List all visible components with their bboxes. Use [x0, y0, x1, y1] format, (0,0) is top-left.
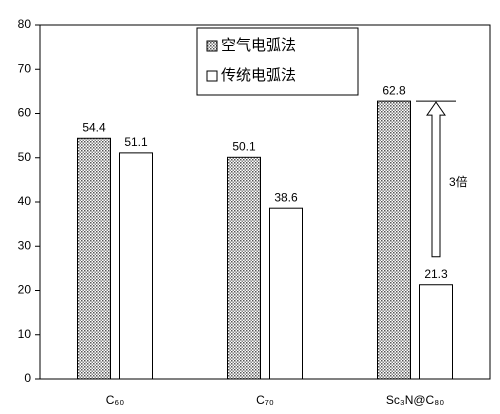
y-tick-label: 80: [18, 17, 32, 31]
bar: [419, 284, 453, 380]
x-tick-label: C₆₀: [106, 393, 125, 407]
value-label: 54.4: [82, 120, 106, 134]
legend-swatch: [206, 40, 218, 52]
bar: [269, 207, 303, 380]
y-tick-label: 10: [18, 327, 32, 341]
x-tick-label: C₇₀: [256, 393, 274, 407]
value-label: 62.8: [382, 83, 406, 97]
y-tick-label: 60: [18, 106, 32, 120]
y-tick-label: 50: [18, 150, 32, 164]
y-tick-label: 30: [18, 238, 32, 252]
bar: [119, 152, 153, 380]
value-label: 38.6: [274, 190, 298, 204]
value-label: 50.1: [232, 139, 256, 153]
legend-label: 传统电弧法: [221, 67, 296, 84]
y-tick-label: 70: [18, 61, 32, 75]
legend-label: 空气电弧法: [221, 37, 296, 54]
legend-swatch: [206, 70, 218, 82]
y-tick-label: 0: [24, 371, 31, 385]
y-tick-label: 40: [18, 194, 32, 208]
x-tick-label: Sc₃N@C₈₀: [386, 393, 444, 407]
value-label: 51.1: [124, 135, 148, 149]
annotation: 3倍: [449, 174, 468, 189]
y-tick-label: 20: [18, 283, 32, 297]
annotation-arrow: [426, 101, 446, 258]
value-label: 21.3: [424, 267, 448, 281]
bar: [377, 100, 411, 380]
bar: [77, 137, 111, 380]
bar: [227, 156, 261, 380]
legend-box: [196, 27, 359, 96]
